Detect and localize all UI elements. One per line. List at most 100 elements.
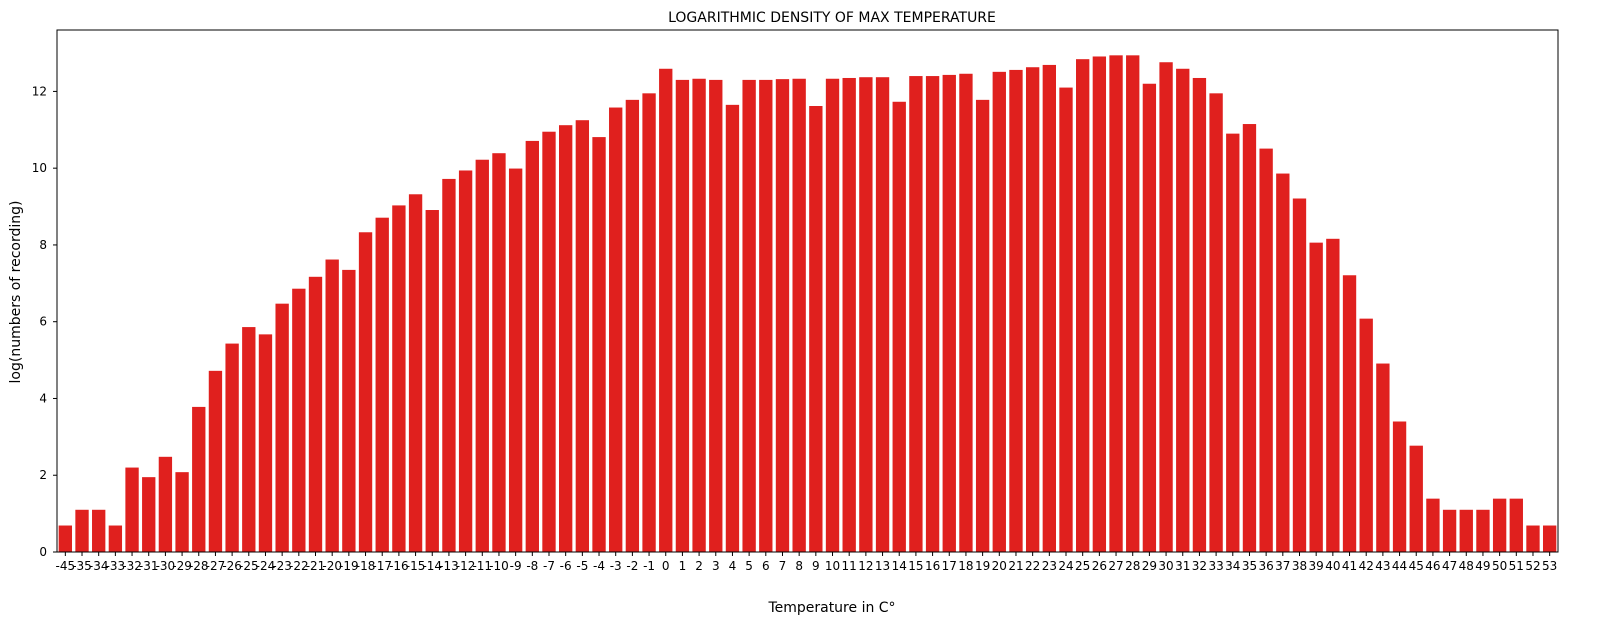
x-tick-label: 37: [1275, 559, 1290, 573]
x-tick-label: -30: [156, 559, 176, 573]
bar--29: [175, 472, 189, 552]
y-axis: 0 2 4 6 8 10 12: [32, 84, 57, 559]
bar-8: [792, 78, 806, 552]
x-tick-label: 28: [1125, 559, 1140, 573]
x-tick-label: 49: [1475, 559, 1490, 573]
bar--12: [458, 170, 473, 553]
bar-25: [1076, 59, 1090, 553]
x-tick-label: 16: [925, 559, 940, 573]
bar-1: [675, 79, 690, 553]
bar-9: [809, 106, 823, 552]
x-tick-label: 6: [762, 559, 770, 573]
bar--34: [92, 509, 106, 552]
bar-14: [892, 101, 906, 553]
bar-34: [1226, 133, 1240, 552]
x-tick-label: -45: [56, 559, 76, 573]
bar-12: [859, 77, 873, 553]
x-tick-label: -15: [406, 559, 426, 573]
bar-45: [1409, 445, 1423, 552]
bar--25: [242, 327, 256, 552]
bar--5: [575, 120, 590, 552]
bar--7: [542, 131, 556, 552]
x-tick-label: 3: [712, 559, 720, 573]
bar-24: [1059, 87, 1073, 552]
bar-23: [1042, 64, 1056, 553]
bar--9: [508, 168, 523, 552]
x-tick-label: 5: [745, 559, 753, 573]
x-tick-label: -8: [526, 559, 538, 573]
x-tick-label: -22: [289, 559, 309, 573]
x-tick-label: 18: [958, 559, 973, 573]
bar--1: [642, 93, 656, 552]
y-tick-label: 6: [39, 315, 47, 329]
plot-frame: [56, 29, 1559, 553]
bar-30: [1159, 62, 1173, 553]
x-tick-label: 11: [842, 559, 857, 573]
x-tick-label: 52: [1525, 559, 1540, 573]
bar--31: [142, 477, 156, 552]
x-tick-label: -35: [72, 559, 92, 573]
x-tick-label: -17: [372, 559, 392, 573]
bar--26: [225, 343, 239, 552]
x-tick-label: -24: [256, 559, 276, 573]
x-tick-label: 24: [1058, 559, 1073, 573]
x-tick-label: 47: [1442, 559, 1457, 573]
x-tick-label: 25: [1075, 559, 1090, 573]
bar-52: [1526, 525, 1540, 552]
bar-17: [942, 74, 956, 552]
bar-29: [1142, 83, 1157, 553]
x-axis: -45-35-34-33-32-31-30-29-28-27-26-25-24-…: [56, 552, 1557, 573]
y-tick-label: 4: [39, 391, 47, 405]
bar-44: [1392, 421, 1407, 552]
x-tick-label: -20: [322, 559, 342, 573]
x-tick-label: 7: [779, 559, 787, 573]
x-axis-label: Temperature in C°: [767, 600, 895, 616]
bar--15: [408, 194, 423, 552]
x-tick-label: 26: [1092, 559, 1107, 573]
x-tick-label: 50: [1492, 559, 1507, 573]
x-tick-label: 20: [992, 559, 1007, 573]
y-tick-label: 8: [39, 238, 47, 252]
bar-22: [1025, 67, 1040, 552]
x-tick-label: 1: [679, 559, 687, 573]
bar-36: [1259, 148, 1273, 552]
y-tick-label: 12: [32, 84, 47, 98]
bar-50: [1492, 498, 1507, 552]
bar-6: [759, 79, 773, 553]
x-tick-label: -16: [389, 559, 409, 573]
x-tick-label: 17: [942, 559, 957, 573]
x-tick-label: -5: [576, 559, 588, 573]
x-tick-label: -29: [172, 559, 192, 573]
x-tick-label: -34: [89, 559, 109, 573]
x-tick-label: 12: [858, 559, 873, 573]
bars-layer: [58, 55, 1557, 553]
bar-3: [709, 79, 723, 553]
x-tick-label: 38: [1292, 559, 1307, 573]
bar-27: [1109, 55, 1123, 552]
x-tick-label: -28: [189, 559, 209, 573]
bar-43: [1376, 363, 1390, 552]
bar-19: [975, 99, 990, 553]
bar-31: [1176, 68, 1190, 553]
bar-40: [1326, 238, 1340, 553]
chart-title: LOGARITHMIC DENSITY OF MAX TEMPERATURE: [668, 10, 996, 26]
x-tick-label: 13: [875, 559, 890, 573]
bar-51: [1509, 498, 1523, 552]
bar--22: [292, 288, 306, 552]
x-tick-label: 30: [1158, 559, 1173, 573]
x-tick-label: -1: [643, 559, 655, 573]
bar-2: [692, 78, 706, 552]
bar--32: [125, 467, 139, 552]
bar-16: [925, 76, 940, 552]
y-tick-label: 2: [39, 468, 47, 482]
x-tick-label: -11: [472, 559, 492, 573]
bar--27: [208, 370, 223, 552]
x-tick-label: -21: [306, 559, 326, 573]
x-tick-label: -12: [456, 559, 476, 573]
bar--11: [475, 159, 489, 553]
x-tick-label: 32: [1192, 559, 1207, 573]
x-tick-label: -33: [106, 559, 126, 573]
x-tick-label: 27: [1108, 559, 1123, 573]
x-tick-label: 23: [1042, 559, 1057, 573]
